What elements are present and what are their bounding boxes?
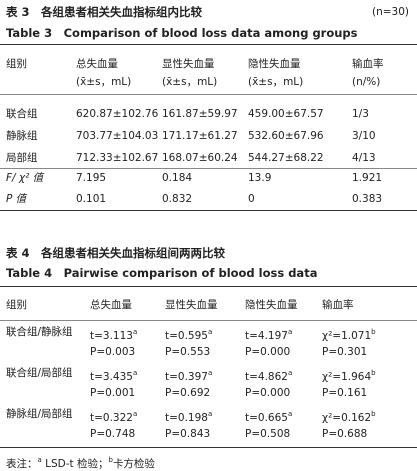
table-cell: 532.60±67.96 xyxy=(248,130,324,142)
stat-cell: χ²=0.162b xyxy=(322,410,376,424)
p-cell: P=0.688 xyxy=(322,428,368,440)
table-cell: 局部组 xyxy=(6,152,38,164)
sample-size: (n=30) xyxy=(372,6,410,18)
superscript: a xyxy=(287,410,293,418)
stat-cell: t=3.113a xyxy=(90,328,138,342)
stat-cell: χ²=1.964b xyxy=(322,369,376,383)
group-cell: 联合组/静脉组 xyxy=(6,326,73,338)
table-cell: 544.27±68.22 xyxy=(248,152,324,164)
stat-cell: t=0.322a xyxy=(90,410,138,424)
table-cell: 620.87±102.76 xyxy=(76,108,159,120)
rule xyxy=(0,44,417,45)
superscript: a xyxy=(132,328,138,336)
header-cell: 隐性失血量 xyxy=(248,58,301,70)
table-cell: P 值 xyxy=(6,193,27,205)
note-item: 卡方检验 xyxy=(112,458,155,470)
table-cell: 0.832 xyxy=(162,193,193,205)
table-cell: 0 xyxy=(248,193,255,205)
table-cell: 161.87±59.97 xyxy=(162,108,238,120)
superscript: a xyxy=(37,456,42,464)
table-cell: 1/3 xyxy=(352,108,369,120)
header-cell: 显性失血量 xyxy=(165,299,218,311)
rule xyxy=(0,168,417,169)
table-cell: 1.921 xyxy=(352,172,383,184)
p-cell: P=0.748 xyxy=(90,428,136,440)
rule xyxy=(0,286,417,287)
table-note: 表注：a LSD-t 检验；b卡方检验 xyxy=(6,454,155,471)
superscript: b xyxy=(108,456,113,464)
header-cell: 输血率 xyxy=(352,58,384,70)
table-cell: 7.195 xyxy=(76,172,107,184)
table-cell: 13.9 xyxy=(248,172,272,184)
stat-cell: t=3.435a xyxy=(90,369,138,383)
superscript: a xyxy=(207,328,213,336)
table-title: 表 3 各组患者相关失血指标组内比较 xyxy=(6,5,203,19)
superscript: a xyxy=(287,369,293,377)
superscript: a xyxy=(207,369,213,377)
p-cell: P=0.003 xyxy=(90,346,136,358)
stat-cell: t=4.197a xyxy=(245,328,293,342)
superscript: a xyxy=(287,328,293,336)
superscript: b xyxy=(371,410,376,418)
table-subtitle: Table 3 Comparison of blood loss data am… xyxy=(6,26,358,40)
table-cell: 459.00±67.57 xyxy=(248,108,324,120)
group-cell: 静脉组/局部组 xyxy=(6,408,73,420)
table-cell: 703.77±104.03 xyxy=(76,130,159,142)
rule xyxy=(0,210,417,211)
p-cell: P=0.692 xyxy=(165,387,211,399)
rule xyxy=(0,447,417,448)
table-cell: 0.184 xyxy=(162,172,193,184)
p-cell: P=0.301 xyxy=(322,346,368,358)
table-cell: 联合组 xyxy=(6,108,38,120)
table-cell: 0.383 xyxy=(352,193,383,205)
table-cell: 171.17±61.27 xyxy=(162,130,238,142)
stat-cell: t=4.862a xyxy=(245,369,293,383)
note-item: LSD-t 检验； xyxy=(41,458,109,470)
table-subtitle: Table 4 Pairwise comparison of blood los… xyxy=(6,266,318,280)
header-cell: 组别 xyxy=(6,299,27,311)
rule xyxy=(0,94,417,95)
rule xyxy=(0,320,417,321)
header-cell: (x̄±s，mL) xyxy=(248,76,304,88)
p-cell: P=0.001 xyxy=(90,387,136,399)
header-cell: 总失血量 xyxy=(90,299,132,311)
group-cell: 联合组/局部组 xyxy=(6,367,73,379)
p-cell: P=0.508 xyxy=(245,428,291,440)
p-cell: P=0.000 xyxy=(245,346,291,358)
stat-cell: t=0.198a xyxy=(165,410,213,424)
stat-cell: χ²=1.071b xyxy=(322,328,376,342)
table-cell: 0.101 xyxy=(76,193,107,205)
header-cell: 隐性失血量 xyxy=(245,299,298,311)
superscript: a xyxy=(132,369,138,377)
superscript: b xyxy=(371,328,376,336)
header-cell: (x̄±s，mL) xyxy=(76,76,132,88)
table-cell: 4/13 xyxy=(352,152,376,164)
p-cell: P=0.843 xyxy=(165,428,211,440)
header-cell: 组别 xyxy=(6,58,27,70)
superscript: a xyxy=(207,410,213,418)
header-cell: (n/%) xyxy=(352,76,381,88)
table-cell: 712.33±102.67 xyxy=(76,152,159,164)
stat-cell: t=0.595a xyxy=(165,328,213,342)
p-cell: P=0.000 xyxy=(245,387,291,399)
table-cell: 3/10 xyxy=(352,130,376,142)
header-cell: 输血率 xyxy=(322,299,354,311)
header-cell: (x̄±s，mL) xyxy=(162,76,218,88)
table-title: 表 4 各组患者相关失血指标组间两两比较 xyxy=(6,246,226,260)
superscript: b xyxy=(371,369,376,377)
superscript: a xyxy=(132,410,138,418)
header-cell: 显性失血量 xyxy=(162,58,215,70)
table-cell: 168.07±60.24 xyxy=(162,152,238,164)
header-cell: 总失血量 xyxy=(76,58,118,70)
table-cell: 静脉组 xyxy=(6,130,38,142)
note-prefix: 表注： xyxy=(6,458,38,470)
p-cell: P=0.553 xyxy=(165,346,211,358)
table-cell: F/ χ² 值 xyxy=(6,172,44,184)
stat-cell: t=0.665a xyxy=(245,410,293,424)
p-cell: P=0.161 xyxy=(322,387,368,399)
stat-cell: t=0.397a xyxy=(165,369,213,383)
